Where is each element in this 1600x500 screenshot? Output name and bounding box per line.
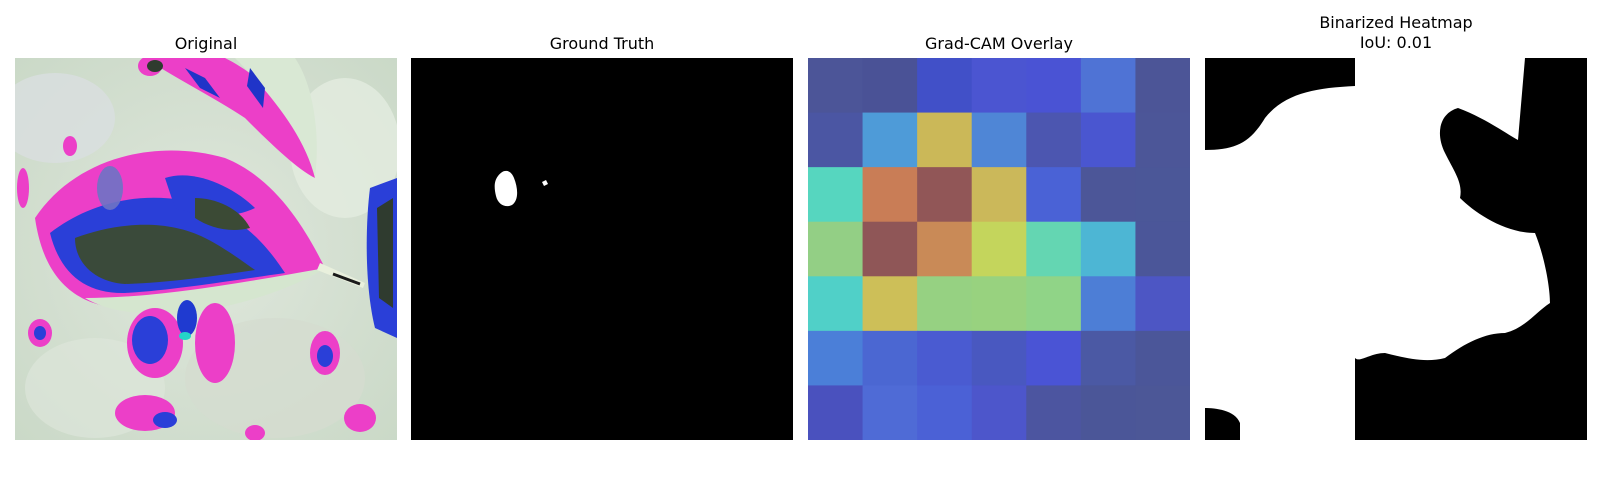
heatmap-cell bbox=[1080, 385, 1136, 440]
binarized-title-line1: Binarized Heatmap bbox=[1319, 13, 1473, 32]
heatmap-cell bbox=[1026, 330, 1082, 386]
heatmap-cell bbox=[808, 112, 864, 168]
heatmap-cell bbox=[971, 112, 1027, 168]
heatmap-cell bbox=[917, 385, 973, 440]
heatmap-cell bbox=[1080, 58, 1136, 114]
heatmap-cell bbox=[917, 330, 973, 386]
heatmap-cell bbox=[917, 221, 973, 277]
heatmap-cell bbox=[862, 221, 918, 277]
heatmap-cell bbox=[808, 221, 864, 277]
heatmap-cell bbox=[808, 330, 864, 386]
heatmap-cell bbox=[1026, 221, 1082, 277]
heatmap-cell bbox=[862, 276, 918, 332]
heatmap-cell bbox=[1026, 58, 1082, 114]
heatmap-cell bbox=[1135, 385, 1190, 440]
heatmap-cell bbox=[1026, 385, 1082, 440]
ground-truth-mask bbox=[411, 58, 793, 440]
mask-blob-large bbox=[494, 170, 518, 207]
heatmap-cell bbox=[917, 58, 973, 114]
heatmap-cell bbox=[917, 112, 973, 168]
binarized-title: Binarized Heatmap IoU: 0.01 bbox=[1205, 13, 1587, 53]
heatmap-cell bbox=[862, 330, 918, 386]
heatmap-cell bbox=[1026, 276, 1082, 332]
binarized-heatmap bbox=[1205, 58, 1587, 440]
heatmap-cell bbox=[808, 276, 864, 332]
original-image-panel bbox=[15, 58, 397, 440]
heatmap-cell bbox=[1135, 112, 1190, 168]
heatmap-cell bbox=[1135, 276, 1190, 332]
heatmap-cell bbox=[1135, 221, 1190, 277]
original-image bbox=[15, 58, 397, 440]
gradcam-heatmap bbox=[808, 58, 1190, 440]
heatmap-cell bbox=[971, 385, 1027, 440]
heatmap-cell bbox=[1080, 221, 1136, 277]
heatmap-cell bbox=[862, 58, 918, 114]
heatmap-cell bbox=[1080, 276, 1136, 332]
heatmap-cell bbox=[971, 167, 1027, 223]
binarized-panel bbox=[1205, 58, 1587, 440]
heatmap-cell bbox=[1135, 167, 1190, 223]
binarized-iou-label: IoU: 0.01 bbox=[1359, 33, 1433, 52]
heatmap-cell bbox=[1026, 167, 1082, 223]
heatmap-cell bbox=[862, 385, 918, 440]
heatmap-cell bbox=[1080, 167, 1136, 223]
heatmap-cell bbox=[971, 221, 1027, 277]
heatmap-cell bbox=[1135, 58, 1190, 114]
ground-truth-panel bbox=[411, 58, 793, 440]
heatmap-cell bbox=[1080, 330, 1136, 386]
heatmap-cell bbox=[808, 385, 864, 440]
ground-truth-title: Ground Truth bbox=[549, 34, 655, 53]
heatmap-cell bbox=[862, 112, 918, 168]
mask-blob-small bbox=[542, 180, 548, 186]
heatmap-cell bbox=[1080, 112, 1136, 168]
binarized-white-region bbox=[1205, 58, 1550, 440]
heatmap-cell bbox=[1026, 112, 1082, 168]
original-title: Original bbox=[174, 34, 238, 53]
heatmap-cell bbox=[1135, 330, 1190, 386]
gradcam-title: Grad-CAM Overlay bbox=[925, 34, 1073, 53]
heatmap-cell bbox=[971, 276, 1027, 332]
heatmap-cell bbox=[971, 58, 1027, 114]
heatmap-cell bbox=[808, 58, 864, 114]
heatmap-cell bbox=[917, 276, 973, 332]
gradcam-panel bbox=[808, 58, 1190, 440]
heatmap-cell bbox=[971, 330, 1027, 386]
heatmap-cell bbox=[862, 167, 918, 223]
heatmap-cell bbox=[808, 167, 864, 223]
heatmap-cell bbox=[917, 167, 973, 223]
